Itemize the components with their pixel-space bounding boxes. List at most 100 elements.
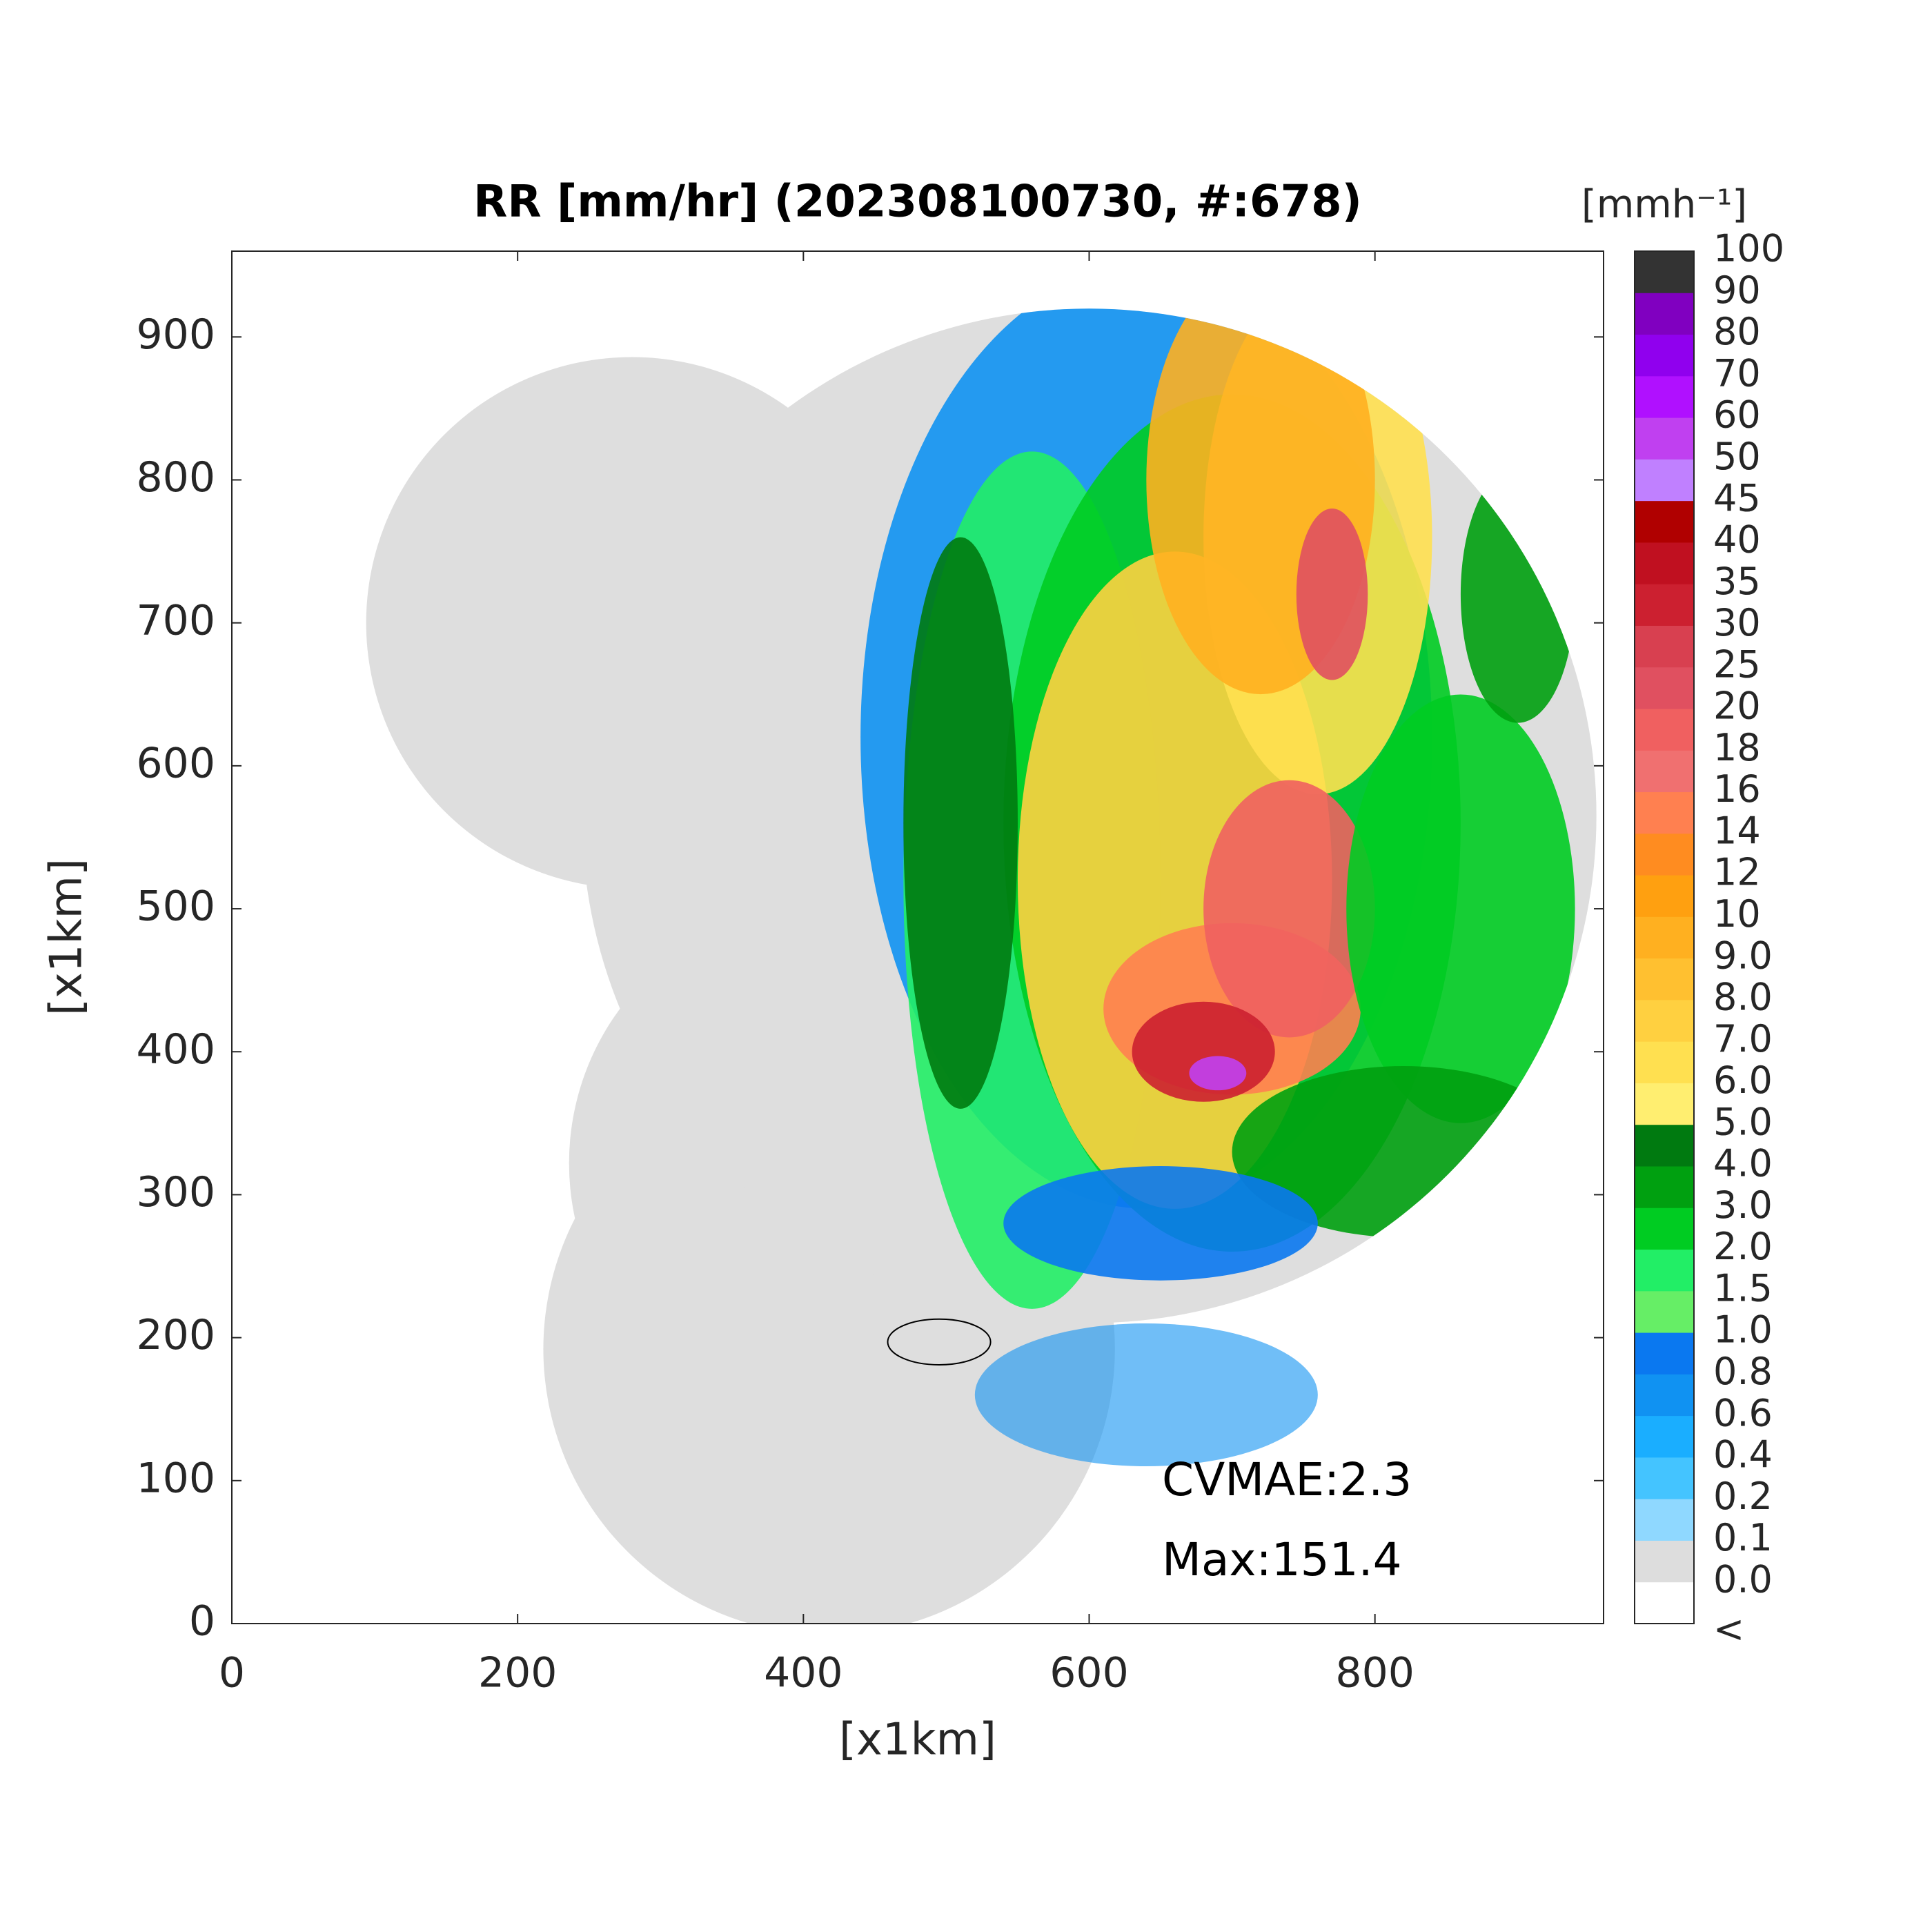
- colorbar-segment: [1635, 958, 1694, 1000]
- colorbar-label: 40: [1713, 518, 1761, 562]
- colorbar-segment: [1635, 293, 1694, 335]
- colorbar-label: 30: [1713, 601, 1761, 644]
- colorbar-label: 35: [1713, 560, 1761, 603]
- rain-cell: [1003, 1166, 1318, 1281]
- y-tick-label: 100: [136, 1454, 215, 1502]
- colorbar-label: 50: [1713, 435, 1761, 478]
- colorbar-label: 12: [1713, 851, 1761, 894]
- y-tick-label: 600: [136, 739, 215, 787]
- colorbar-label: 6.0: [1713, 1058, 1773, 1102]
- y-tick-label: 400: [136, 1025, 215, 1074]
- rain-cell: [1189, 1056, 1247, 1091]
- colorbar-segment: [1635, 1540, 1694, 1583]
- colorbar-segment: [1635, 999, 1694, 1042]
- colorbar-segment: [1635, 1249, 1694, 1292]
- y-tick-label: 0: [189, 1597, 215, 1646]
- x-tick-label: 800: [1335, 1649, 1414, 1697]
- colorbar-label: 16: [1713, 767, 1761, 811]
- x-tick-label: 400: [764, 1649, 843, 1697]
- colorbar-segment: [1635, 916, 1694, 959]
- rain-cell: [1346, 694, 1575, 1123]
- colorbar-segment: [1635, 1083, 1694, 1125]
- colorbar-segment: [1635, 1124, 1694, 1167]
- colorbar-label: 4.0: [1713, 1142, 1773, 1185]
- colorbar-label: 70: [1713, 351, 1761, 395]
- x-axis-label: [x1km]: [839, 1715, 996, 1766]
- radar-map: [366, 308, 1597, 1624]
- colorbar-segment: [1635, 542, 1694, 584]
- colorbar-label: 8.0: [1713, 976, 1773, 1019]
- y-tick-label: 500: [136, 883, 215, 931]
- colorbar-label: 10: [1713, 892, 1761, 936]
- colorbar-label: 20: [1713, 684, 1761, 728]
- colorbar-segment: [1635, 584, 1694, 626]
- island: [887, 1318, 992, 1366]
- colorbar-label: 25: [1713, 642, 1761, 686]
- colorbar-label: 3.0: [1713, 1183, 1773, 1227]
- colorbar-segment: [1635, 625, 1694, 668]
- colorbar-segment: [1635, 334, 1694, 377]
- y-tick-label: 300: [136, 1168, 215, 1216]
- colorbar-segment: [1635, 750, 1694, 793]
- colorbar-segment: [1635, 1581, 1694, 1624]
- colorbar-label: 0.8: [1713, 1350, 1773, 1393]
- colorbar-label: 1.5: [1713, 1266, 1773, 1310]
- rain-cell: [1203, 780, 1375, 1038]
- colorbar-label: 9.0: [1713, 934, 1773, 977]
- colorbar-segment: [1635, 251, 1694, 293]
- colorbar-segment: [1635, 1208, 1694, 1250]
- y-axis-label: [x1km]: [41, 858, 92, 1016]
- colorbar-segment: [1635, 1374, 1694, 1417]
- colorbar-segment: [1635, 791, 1694, 834]
- colorbar-segment: [1635, 1041, 1694, 1083]
- colorbar-label: 14: [1713, 809, 1761, 852]
- rain-field: [860, 308, 1575, 1309]
- colorbar-label: 7.0: [1713, 1017, 1773, 1061]
- annotation: CVMAE:2.3: [1162, 1453, 1412, 1506]
- colorbar-segment: [1635, 1290, 1694, 1333]
- colorbar-label: 0.0: [1713, 1557, 1773, 1601]
- y-tick-label: 200: [136, 1311, 215, 1359]
- colorbar-segment: [1635, 1332, 1694, 1374]
- colorbar-unit: [mmh⁻¹]: [1581, 182, 1747, 227]
- annotation: Max:151.4: [1162, 1533, 1402, 1586]
- colorbar-label: 0.1: [1713, 1516, 1773, 1559]
- colorbar-segment: [1635, 1166, 1694, 1208]
- colorbar-label: 0.4: [1713, 1433, 1773, 1477]
- colorbar-segment: [1635, 875, 1694, 917]
- rain-cell: [903, 537, 1018, 1109]
- y-tick-label: 900: [136, 310, 215, 359]
- colorbar-segment: [1635, 500, 1694, 543]
- colorbar-segment: [1635, 375, 1694, 418]
- colorbar-segment: [1635, 709, 1694, 751]
- colorbar-segment: [1635, 667, 1694, 709]
- colorbar-label: <: [1713, 1608, 1744, 1651]
- title: RR [mm/hr] (202308100730, #:678): [473, 177, 1362, 228]
- colorbar-label: 60: [1713, 393, 1761, 437]
- x-tick-label: 0: [219, 1649, 245, 1697]
- x-tick-label: 600: [1049, 1649, 1129, 1697]
- y-tick-label: 700: [136, 596, 215, 644]
- colorbar-label: 90: [1713, 268, 1761, 312]
- y-tick-label: 800: [136, 453, 215, 502]
- colorbar-segment: [1635, 1499, 1694, 1541]
- colorbar-label: 0.2: [1713, 1475, 1773, 1518]
- colorbar-segment: [1635, 1415, 1694, 1458]
- colorbar-segment: [1635, 1457, 1694, 1499]
- colorbar-label: 0.6: [1713, 1391, 1773, 1435]
- colorbar-label: 45: [1713, 476, 1761, 520]
- axes-frame: [231, 250, 1604, 1624]
- x-tick-label: 200: [478, 1649, 558, 1697]
- colorbar-frame: [1634, 250, 1695, 1624]
- colorbar-label: 5.0: [1713, 1100, 1773, 1143]
- colorbar-segment: [1635, 417, 1694, 460]
- colorbar-segment: [1635, 459, 1694, 502]
- colorbar-label: 18: [1713, 726, 1761, 769]
- colorbar-label: 100: [1713, 227, 1784, 270]
- rain-cell: [974, 1323, 1318, 1467]
- colorbar-label: 80: [1713, 310, 1761, 353]
- colorbar-label: 1.0: [1713, 1308, 1773, 1352]
- colorbar-label: 2.0: [1713, 1225, 1773, 1268]
- colorbar-segment: [1635, 833, 1694, 876]
